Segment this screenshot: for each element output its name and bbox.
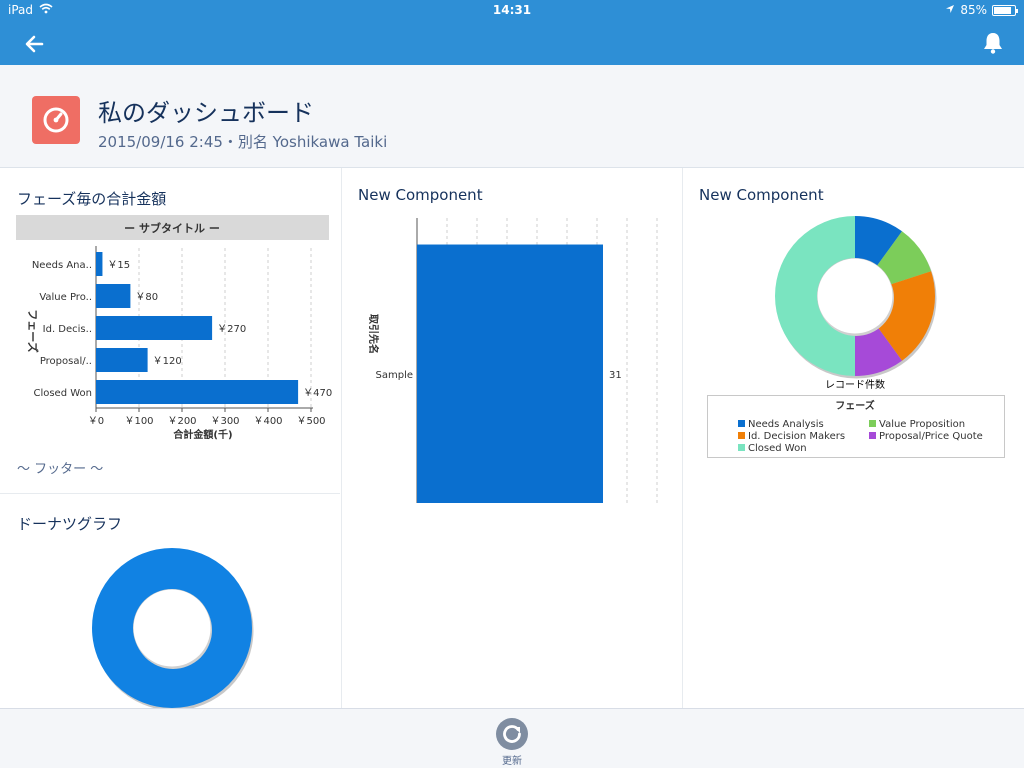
dashboard-icon [32, 96, 80, 144]
dashboard-column-2: New Component 010203040Sample31レコード件数取引先… [341, 168, 681, 708]
wifi-icon [39, 3, 53, 17]
category-label: Value Pro.. [39, 292, 92, 303]
notifications-button[interactable] [982, 30, 1004, 56]
donut-label: レコード件数 [825, 378, 885, 391]
chart-subtitle: ー サブタイトル ー [124, 221, 220, 235]
x-axis-label: 合計金額(千) [172, 428, 232, 441]
value-label: ￥15 [107, 260, 130, 271]
donut-slice[interactable] [855, 326, 903, 376]
location-icon [945, 3, 955, 17]
category-label: Id. Decis.. [43, 324, 92, 335]
carrier-label: iPad [8, 3, 34, 17]
category-label: Needs Ana.. [32, 260, 92, 271]
legend-entry: Id. Decision Makers [748, 431, 845, 442]
bar[interactable] [96, 316, 213, 340]
category-label: Closed Won [33, 388, 92, 399]
battery-icon [992, 4, 1018, 16]
clock: 14:31 [492, 3, 532, 17]
card-title-new-component-donut: New Component [699, 186, 824, 204]
record-count-bar-chart[interactable]: 010203040Sample31レコード件数取引先名 [342, 213, 682, 503]
donut-slice[interactable] [92, 548, 252, 708]
donut-hole [817, 258, 893, 334]
card-footer: 〜 フッター 〜 [17, 462, 104, 477]
chart-subtitle-band [16, 215, 329, 240]
page-title: 私のダッシュボード [98, 99, 314, 127]
category-label: Proposal/.. [40, 356, 92, 367]
y-axis-label: フェーズ [26, 309, 40, 352]
dashboard-column-1: フェーズ毎の合計金額 ー サブタイトル ー ￥0 ￥100 ￥200 ￥300 ￥400… [0, 168, 340, 708]
back-button[interactable] [22, 31, 48, 57]
value-label: ￥270 [217, 324, 246, 335]
x-tick-label: ￥0 [88, 416, 104, 427]
value-label: 31 [609, 370, 622, 381]
card-title-new-component-bar: New Component [358, 186, 483, 204]
donut-graph-chart[interactable] [0, 538, 340, 708]
donut-slice[interactable] [775, 216, 855, 376]
refresh-icon [503, 725, 521, 743]
card-title-phase-amount: フェーズ毎の合計金額 [17, 190, 167, 208]
dashboard-header: 私のダッシュボード 2015/09/16 2:45・別名 Yoshikawa T… [0, 65, 1024, 168]
legend-swatch [869, 432, 876, 439]
battery-level [994, 6, 1011, 14]
legend-entry: Needs Analysis [748, 419, 824, 430]
y-axis-label: 取引先名 [367, 314, 380, 354]
legend-swatch [738, 432, 745, 439]
bar[interactable] [96, 252, 103, 276]
donut-slice[interactable] [877, 271, 935, 361]
legend-swatch [869, 420, 876, 427]
x-tick-label: ￥100 [124, 416, 153, 427]
nav-bar [0, 22, 1024, 65]
phase-amount-bar-chart[interactable]: ー サブタイトル ー ￥0 ￥100 ￥200 ￥300 ￥400 ￥500 Needs A… [0, 213, 340, 493]
dashboard-column-3: New Component レコード件数 フェーズ Needs Analysis… [682, 168, 1024, 708]
legend-entry: Value Proposition [879, 419, 965, 430]
x-tick-label: ￥500 [296, 416, 325, 427]
arrow-left-icon [25, 35, 44, 53]
legend-entry: Proposal/Price Quote [879, 431, 983, 442]
battery-percent: 85% [960, 3, 987, 17]
status-bar: iPad 14:31 85% [0, 0, 1024, 22]
bell-icon [984, 33, 1002, 54]
bottom-toolbar: 更新 [0, 708, 1024, 768]
donut-slice[interactable] [877, 231, 932, 285]
refresh-label: 更新 [502, 756, 522, 767]
donut-slice[interactable] [855, 216, 903, 266]
legend-swatch [738, 444, 745, 451]
donut-hole [133, 589, 211, 667]
bar[interactable] [96, 348, 148, 372]
category-label: Sample [376, 370, 414, 381]
legend-box [707, 395, 1005, 458]
legend-swatch [738, 420, 745, 427]
phase-donut-chart[interactable]: レコード件数 フェーズ Needs Analysis Value Proposit… [683, 213, 1024, 513]
refresh-button[interactable] [496, 718, 528, 750]
bar[interactable] [96, 284, 131, 308]
legend-title: フェーズ [835, 399, 875, 412]
bar[interactable] [417, 244, 603, 503]
x-tick-label: ￥300 [210, 416, 239, 427]
bar[interactable] [96, 380, 299, 404]
card-divider [0, 493, 340, 494]
value-label: ￥80 [135, 292, 158, 303]
page-subtitle: 2015/09/16 2:45・別名 Yoshikawa Taiki [98, 133, 388, 151]
legend-entry: Closed Won [748, 443, 807, 454]
value-label: ￥120 [153, 356, 182, 367]
value-label: ￥470 [303, 388, 332, 399]
card-title-donut-graph: ドーナツグラフ [17, 515, 123, 533]
x-tick-label: ￥200 [167, 416, 196, 427]
x-tick-label: ￥400 [253, 416, 282, 427]
